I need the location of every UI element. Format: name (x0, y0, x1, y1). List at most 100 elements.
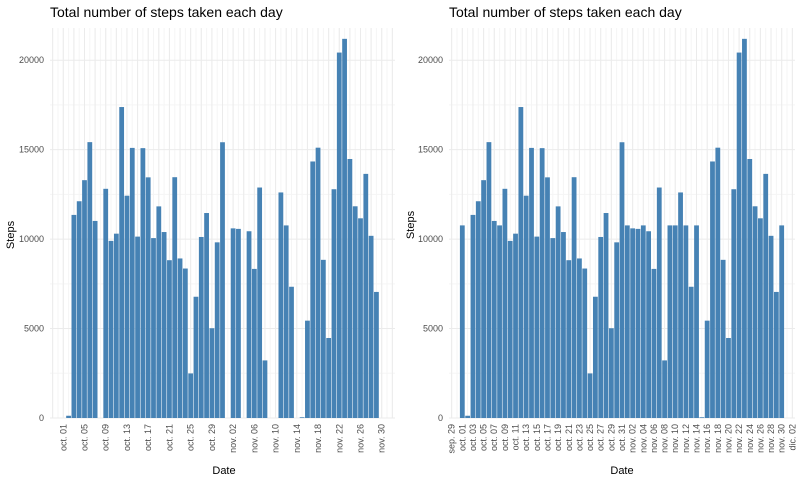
x-tick-label: oct. 31 (617, 424, 627, 451)
bar (529, 147, 534, 418)
bar (289, 286, 294, 418)
bar (582, 268, 588, 418)
bar (555, 206, 561, 418)
x-tick-label: nov. 02 (228, 424, 238, 453)
bar (326, 337, 332, 418)
bar (230, 228, 236, 418)
bar (534, 236, 540, 418)
x-tick-label: oct. 01 (457, 424, 467, 451)
chart-left-bars (66, 38, 379, 419)
chart-left-title: Total number of steps taken each day (50, 4, 283, 20)
bar (704, 320, 710, 418)
chart-right-x-ticks: sep. 29 oct. 01 oct. 03 oct. 05 oct. 07 oct. … (447, 424, 798, 454)
bar (502, 188, 508, 418)
y-tick-label: 15000 (19, 145, 44, 155)
bar (635, 228, 641, 418)
x-tick-label: nov. 30 (377, 424, 387, 453)
x-tick-label: oct. 29 (606, 424, 616, 451)
bar (257, 187, 263, 418)
bar (736, 52, 742, 419)
bar (358, 218, 363, 418)
chart-right-x-axis-title: Date (610, 465, 633, 477)
bar (368, 235, 374, 418)
x-tick-label: nov. 14 (292, 424, 302, 453)
chart-left: 0 5000 10000 15000 20000 oct. 01 oct. 05 oct. … (5, 4, 395, 477)
bar (140, 148, 146, 418)
bar (320, 259, 326, 418)
bar (688, 286, 694, 418)
x-tick-label: nov. 18 (313, 424, 323, 453)
bar (331, 189, 337, 418)
bar (283, 225, 289, 418)
bar (651, 268, 657, 418)
bar (747, 158, 753, 418)
bar (539, 148, 545, 418)
x-tick-label: nov. 06 (249, 424, 259, 453)
bar (129, 147, 135, 418)
x-tick-label: oct. 29 (207, 424, 217, 451)
y-tick-label: 5000 (423, 324, 443, 334)
x-tick-label: oct. 25 (186, 424, 196, 451)
bar (672, 225, 678, 418)
x-tick-label: oct. 17 (542, 424, 552, 451)
y-tick-label: 0 (438, 413, 443, 423)
bar (177, 258, 183, 418)
bar (768, 235, 774, 418)
bar (135, 236, 140, 418)
x-tick-label: oct. 17 (143, 424, 153, 451)
x-tick-label: nov. 10 (271, 424, 281, 453)
bar (566, 260, 572, 418)
x-tick-label: oct. 21 (164, 424, 174, 451)
x-tick-label: nov. 30 (777, 424, 787, 453)
bar (497, 225, 502, 418)
bar (470, 214, 476, 418)
bar (481, 180, 486, 418)
bar (220, 142, 225, 419)
bar (347, 158, 353, 418)
bar (475, 201, 481, 418)
bar (82, 180, 87, 418)
chart-left-x-ticks: oct. 01 oct. 05 oct. 09 oct. 13 oct. 17 oct. … (58, 424, 386, 453)
bar (667, 225, 673, 418)
bar (161, 232, 167, 418)
bar (742, 38, 747, 419)
bar (119, 107, 125, 419)
bar (167, 260, 172, 418)
x-tick-label: nov. 22 (734, 424, 744, 453)
bar (726, 337, 731, 418)
x-tick-label: nov. 14 (692, 424, 702, 453)
x-tick-label: nov. 26 (755, 424, 765, 453)
bar (561, 232, 566, 418)
bar (587, 373, 593, 418)
bar (710, 161, 715, 418)
x-tick-label: oct. 13 (521, 424, 531, 451)
bar (209, 328, 215, 418)
bar (758, 218, 763, 418)
x-tick-label: nov. 06 (649, 424, 659, 453)
bar (614, 242, 620, 418)
bar (151, 238, 156, 418)
chart-right-title: Total number of steps taken each day (449, 4, 682, 20)
x-tick-label: sep. 29 (447, 424, 457, 454)
bar (699, 417, 705, 418)
bar (246, 231, 252, 418)
bar (262, 360, 268, 418)
bar (278, 192, 284, 418)
x-tick-label: nov. 08 (660, 424, 670, 453)
x-tick-label: nov. 28 (766, 424, 776, 453)
x-tick-label: nov. 26 (356, 424, 366, 453)
bar (315, 147, 321, 419)
bar (656, 187, 662, 418)
bar (640, 225, 646, 418)
chart-right-bars (459, 38, 785, 419)
x-tick-label: nov. 20 (723, 424, 733, 453)
bar (624, 225, 630, 418)
bar (486, 142, 492, 418)
bar (731, 189, 737, 418)
bar (103, 188, 109, 418)
bar (459, 225, 465, 418)
bar (592, 296, 598, 418)
bar (598, 236, 604, 418)
